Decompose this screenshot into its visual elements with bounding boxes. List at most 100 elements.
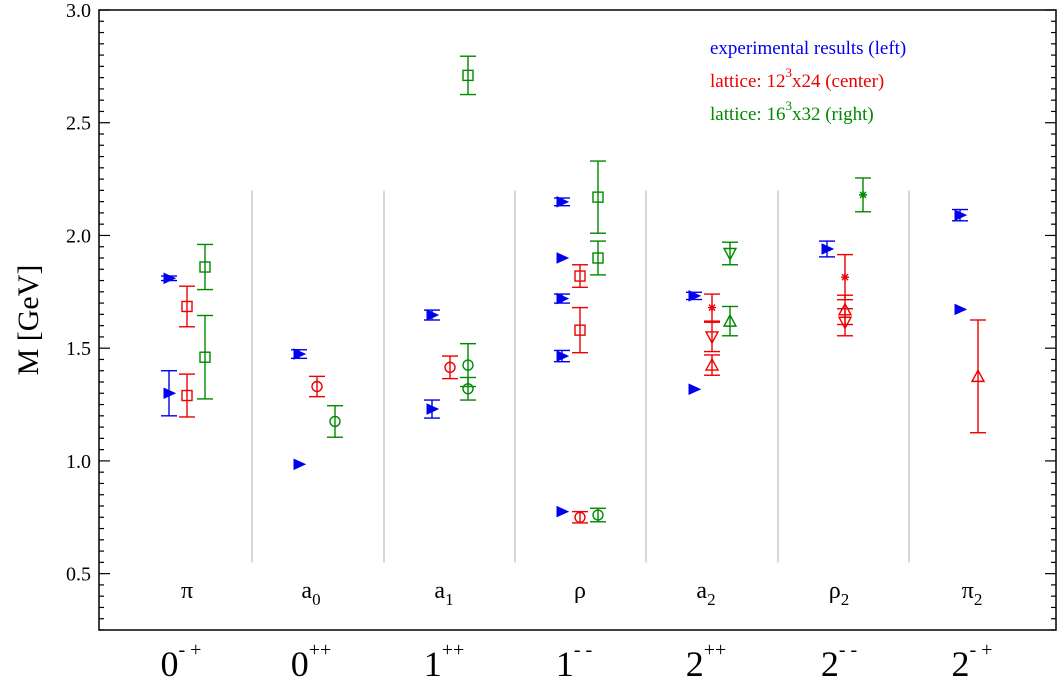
- marker-arrow: [556, 505, 570, 518]
- point-experimental: [554, 196, 570, 208]
- marker-square: [592, 191, 604, 203]
- point-lattice-12: [179, 373, 195, 418]
- y-tick-label: 2.5: [66, 113, 91, 135]
- marker-triangle-up: [970, 368, 986, 383]
- point-lattice-16: [855, 177, 871, 213]
- particle-label: a1: [434, 578, 453, 609]
- marker-square: [199, 351, 211, 363]
- particle-label: ρ: [574, 578, 586, 604]
- marker-arrow: [954, 303, 968, 316]
- quantum-number-label: 2- +: [952, 639, 993, 683]
- point-lattice-12: [837, 253, 853, 301]
- marker-circle: [311, 380, 323, 393]
- point-experimental: [954, 303, 968, 316]
- quantum-number-label: 0++: [291, 639, 332, 683]
- marker-arrow: [556, 196, 570, 208]
- marker-triangle-up: [704, 357, 720, 371]
- point-lattice-16: [460, 55, 476, 96]
- marker-circle: [444, 361, 456, 374]
- marker-triangle-down: [722, 247, 738, 261]
- marker-star: [859, 190, 867, 199]
- marker-square: [181, 389, 193, 402]
- particle-labels: π a0 a1 ρ a2 ρ2 π2: [181, 578, 982, 609]
- legend-entry-experimental: experimental results (left): [710, 38, 906, 59]
- point-lattice-16: [722, 305, 738, 337]
- marker-square: [574, 324, 586, 336]
- marker-square: [574, 270, 586, 282]
- y-tick-label: 3.0: [66, 0, 91, 22]
- point-lattice-12: [572, 306, 588, 354]
- point-lattice-12: [970, 319, 986, 434]
- marker-circle: [462, 383, 474, 395]
- point-experimental: [161, 370, 177, 417]
- point-lattice-16: [590, 507, 606, 523]
- point-experimental: [293, 458, 307, 471]
- quantum-number-label: 2++: [686, 639, 727, 683]
- point-experimental: [819, 240, 835, 258]
- point-lattice-12: [572, 510, 588, 524]
- y-axis-label: M [GeV]: [12, 265, 45, 376]
- point-lattice-16: [590, 160, 606, 234]
- point-lattice-12: [442, 355, 458, 380]
- marker-triangle-down: [837, 316, 853, 330]
- legend: experimental results (left) lattice: 123x…: [710, 38, 906, 125]
- data-points: [161, 55, 986, 524]
- marker-arrow: [293, 348, 307, 360]
- point-experimental: [554, 292, 570, 305]
- point-lattice-16: [722, 241, 738, 266]
- y-tick-label: 2.0: [66, 225, 91, 247]
- quantum-number-label: 2- -: [821, 639, 857, 683]
- marker-circle: [462, 359, 474, 371]
- particle-label: ρ2: [829, 578, 849, 609]
- particle-label: π: [181, 578, 193, 604]
- y-tick-label: 1.5: [66, 338, 91, 360]
- point-experimental: [556, 252, 570, 264]
- y-tick-label: 0.5: [66, 564, 91, 586]
- point-experimental: [424, 399, 440, 419]
- point-experimental: [291, 348, 307, 360]
- point-experimental: [556, 505, 570, 518]
- particle-label: a2: [696, 578, 715, 609]
- marker-triangle-up: [722, 313, 738, 327]
- point-lattice-12: [179, 285, 195, 328]
- marker-square: [181, 300, 193, 313]
- marker-square: [592, 252, 604, 264]
- point-lattice-12: [309, 375, 325, 398]
- marker-arrow: [688, 383, 702, 395]
- point-lattice-12: [837, 308, 853, 337]
- point-lattice-12: [572, 264, 588, 289]
- point-lattice-16: [460, 376, 476, 401]
- y-tick-label: 1.0: [66, 451, 91, 473]
- marker-circle: [574, 511, 586, 523]
- marker-star: [708, 303, 716, 312]
- marker-arrow: [163, 387, 177, 400]
- marker-arrow: [426, 403, 440, 415]
- quantum-number-label: 1++: [424, 639, 465, 683]
- point-experimental: [952, 208, 968, 222]
- marker-star: [841, 273, 849, 282]
- quantum-number-labels: 0- + 0++ 1++ 1- - 2++ 2- - 2- +: [161, 639, 993, 683]
- particle-label: π2: [962, 578, 983, 609]
- marker-circle: [592, 509, 604, 521]
- point-lattice-16: [590, 240, 606, 276]
- marker-triangle-down: [704, 331, 720, 345]
- particle-label: a0: [301, 578, 320, 609]
- marker-circle: [329, 415, 341, 428]
- marker-square: [199, 261, 211, 273]
- marker-arrow: [556, 292, 570, 305]
- point-lattice-12: [704, 354, 720, 376]
- quantum-number-label: 1- -: [556, 639, 592, 683]
- legend-entry-lattice16: lattice: 163x32 (right): [710, 98, 874, 125]
- quantum-number-label: 0- +: [161, 639, 202, 683]
- point-lattice-12: [704, 293, 720, 322]
- point-experimental: [424, 309, 440, 321]
- marker-arrow: [163, 272, 177, 285]
- y-axis: 0.5 1.0 1.5 2.0 2.5 3.0: [66, 0, 1056, 631]
- plot-frame: [98, 9, 1057, 631]
- marker-square: [462, 69, 474, 82]
- point-experimental: [688, 383, 702, 395]
- point-experimental: [686, 290, 702, 302]
- point-experimental: [161, 272, 177, 285]
- point-experimental: [554, 349, 570, 363]
